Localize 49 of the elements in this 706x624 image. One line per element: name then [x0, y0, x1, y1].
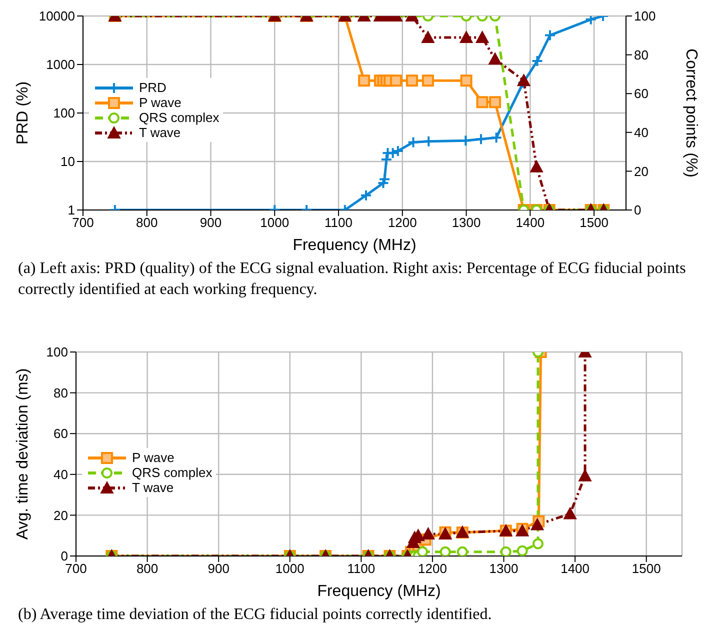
x-tick-label: 1400 [560, 561, 590, 576]
x-tick-label: 1000 [275, 561, 304, 576]
x-tick-label: 900 [208, 561, 230, 576]
y2-tick-label: 60 [634, 86, 648, 102]
y2-tick-label: 20 [634, 164, 648, 179]
x-tick-label: 700 [65, 561, 87, 576]
x-tick-label: 1100 [324, 215, 353, 230]
x-tick-label: 800 [136, 215, 158, 230]
y-tick-label: 40 [54, 467, 68, 482]
x-tick-label: 1300 [452, 215, 481, 230]
legend-label: P wave [139, 95, 182, 110]
x-tick-label: 1200 [418, 561, 447, 576]
legend-label: T wave [139, 125, 181, 140]
y-tick-label: 1000 [46, 57, 75, 72]
x-tick-label: 1400 [516, 215, 545, 230]
y-tick-label: 20 [54, 508, 68, 523]
legend-label: PRD [139, 80, 166, 95]
x-tick-label: 1100 [347, 561, 376, 576]
x-tick-label: 1300 [489, 561, 518, 576]
x-tick-label: 1500 [580, 215, 609, 230]
y-tick-label: 100 [46, 344, 68, 360]
y2-tick-label: 40 [634, 125, 648, 140]
y-tick-label: 10000 [38, 8, 75, 24]
x-tick-label: 1500 [632, 561, 661, 576]
text: (b) Average time deviation of the ECG fiducial points correctly identified. [18, 605, 493, 624]
y-tick-label: 60 [54, 426, 68, 442]
y-tick-label: 100 [53, 106, 75, 121]
y-tick-label: 80 [54, 385, 68, 400]
y2-tick-label: 80 [634, 47, 648, 62]
text: (a) Left axis: PRD (quality) of the ECG signal evaluation. Right axis: Percentage of ECG fiducial points correctly identified at each working frequency. [18, 259, 687, 300]
x-tick-label: 800 [136, 561, 158, 576]
legend-label: QRS complex [132, 465, 212, 480]
y-axis-title: PRD (%) [14, 81, 32, 145]
y-tick-label: 10 [60, 154, 75, 170]
legend-label: P wave [132, 450, 174, 465]
y-axis-title: Avg. time deviation (ms) [14, 368, 32, 540]
x-axis-title: Frequency (MHz) [317, 583, 441, 600]
legend-label: T wave [132, 480, 174, 495]
x-tick-label: 1000 [260, 215, 290, 230]
x-axis-title: Frequency (MHz) [292, 237, 416, 254]
y2-tick-label: 100 [634, 8, 656, 24]
legend-label: QRS complex [139, 110, 220, 125]
x-tick-label: 1200 [388, 215, 417, 230]
y-tick-label: 0 [60, 548, 68, 564]
x-tick-label: 700 [72, 215, 94, 230]
y2-axis-title: Correct points (%) [682, 48, 700, 178]
y2-tick-label: 0 [634, 202, 642, 218]
x-tick-label: 900 [200, 215, 222, 230]
y-tick-label: 1 [68, 202, 75, 218]
